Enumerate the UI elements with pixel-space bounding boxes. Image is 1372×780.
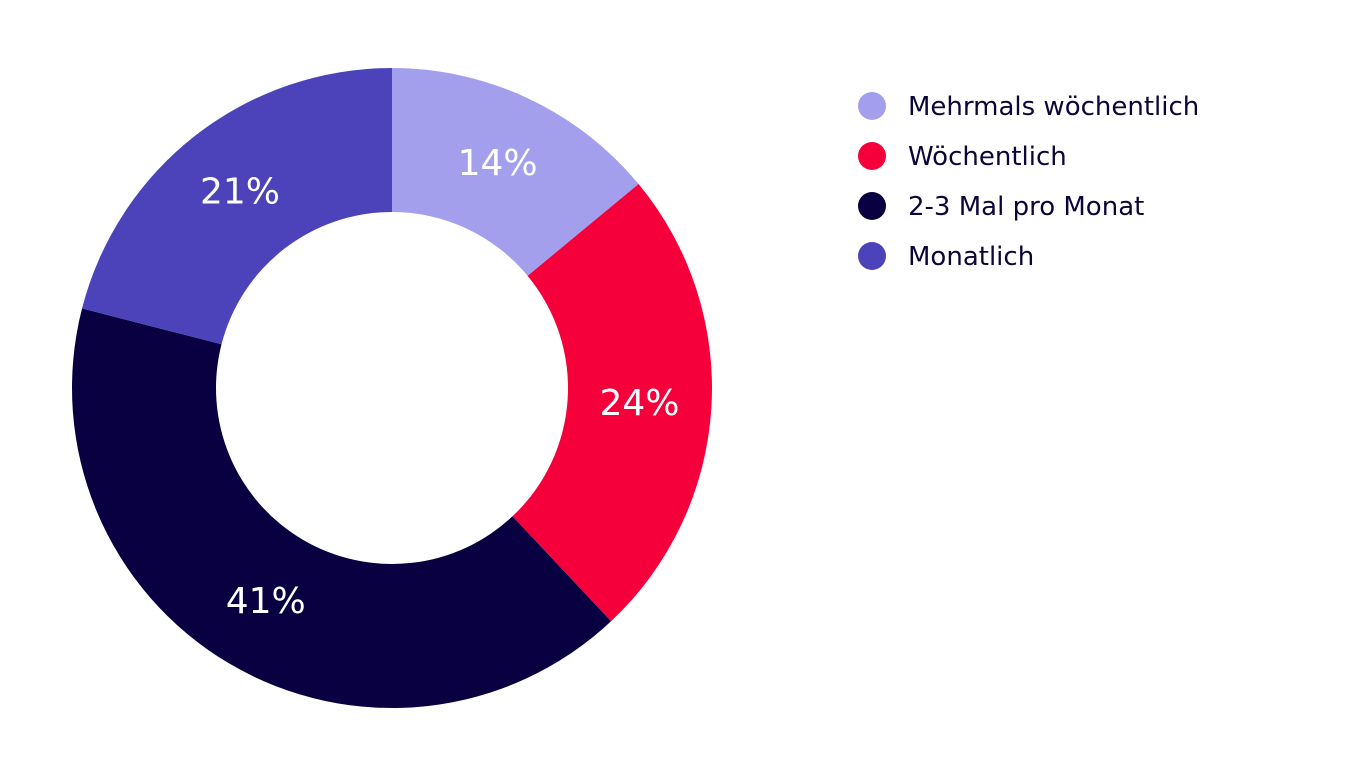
slice-value-label: 21%: [200, 172, 280, 213]
legend-item: Mehrmals wöchentlich: [858, 92, 1199, 122]
legend-swatch: [858, 192, 886, 220]
legend-item: 2-3 Mal pro Monat: [858, 192, 1144, 222]
donut-slices: [71, 68, 712, 708]
legend-swatch: [858, 142, 886, 170]
donut-slice-2: [71, 308, 612, 708]
legend-item: Monatlich: [858, 242, 1034, 272]
donut-slice-labels: 14% 24% 41% 21%: [200, 143, 680, 622]
legend-swatch: [858, 92, 886, 120]
legend-label: Wöchentlich: [908, 142, 1067, 172]
legend-swatch: [858, 242, 886, 270]
donut-slice-0: [392, 68, 639, 276]
slice-value-label: 41%: [226, 581, 306, 622]
chart-legend: Mehrmals wöchentlich Wöchentlich 2-3 Mal p…: [858, 92, 1199, 272]
slice-value-label: 24%: [600, 383, 680, 424]
donut-slice-1: [512, 184, 712, 622]
legend-label: Monatlich: [908, 242, 1034, 272]
legend-item: Wöchentlich: [858, 142, 1067, 172]
legend-label: Mehrmals wöchentlich: [908, 92, 1199, 122]
legend-label: 2-3 Mal pro Monat: [908, 192, 1144, 222]
slice-value-label: 14%: [458, 143, 538, 184]
donut-slice-3: [82, 68, 392, 345]
